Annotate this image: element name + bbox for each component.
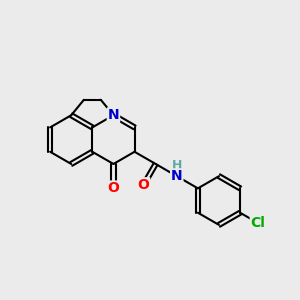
Text: N: N bbox=[171, 169, 183, 183]
Text: O: O bbox=[107, 181, 119, 195]
Text: Cl: Cl bbox=[250, 216, 266, 230]
Text: N: N bbox=[108, 108, 119, 122]
Text: O: O bbox=[137, 178, 149, 192]
Text: H: H bbox=[172, 159, 182, 172]
